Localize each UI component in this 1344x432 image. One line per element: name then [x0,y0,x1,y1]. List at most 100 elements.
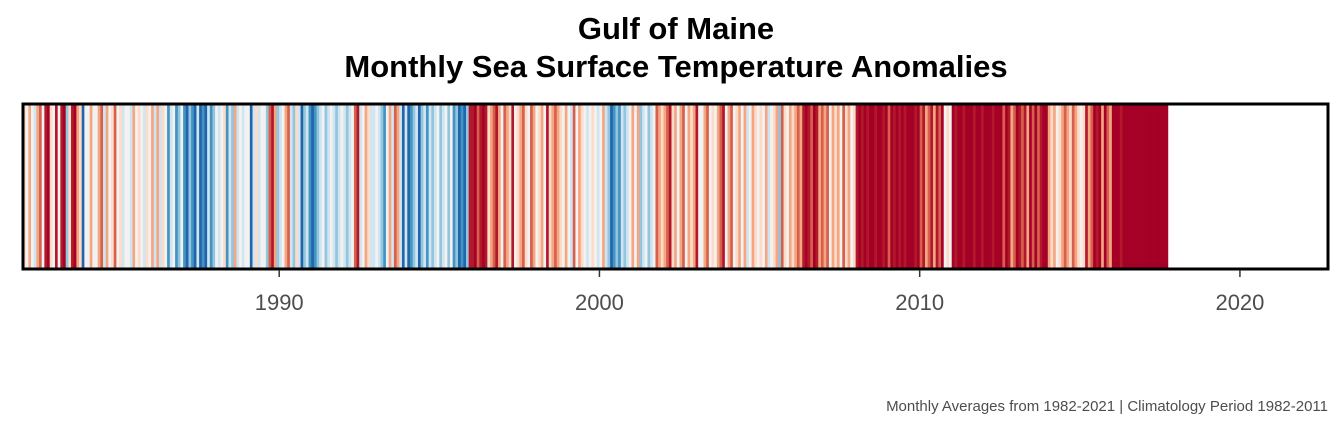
anomaly-stripe [255,104,259,269]
anomaly-stripe [287,104,291,269]
anomaly-stripe [332,104,336,269]
anomaly-stripe [719,104,723,269]
anomaly-stripe [527,104,531,269]
anomaly-stripe [522,104,526,269]
anomaly-stripe [1023,104,1027,269]
anomaly-stripe [71,104,75,269]
anomaly-stripe [975,104,979,269]
anomaly-stripe [884,104,889,269]
anomaly-stripe [722,104,726,269]
anomaly-stripe [583,104,587,269]
anomaly-stripe [511,104,515,269]
anomaly-stripe [319,104,323,269]
anomaly-stripe [292,104,296,269]
anomaly-stripe [660,104,664,269]
anomaly-stripe [415,104,419,269]
anomaly-stripe [596,104,600,269]
anomaly-stripe [1071,104,1075,269]
anomaly-stripe [113,104,117,269]
anomaly-stripe [922,104,926,269]
anomaly-stripe [159,104,163,269]
x-axis: 1990 2000 2010 2020 [255,270,1264,315]
anomaly-stripe [876,104,881,269]
anomaly-stripe [81,104,85,269]
anomaly-stripe [236,104,240,269]
anomaly-stripe [708,104,712,269]
anomaly-stripe [754,104,758,269]
anomaly-stripe [762,104,766,269]
anomaly-stripe [949,104,953,269]
anomaly-stripe [735,104,739,269]
anomaly-stripe [1007,104,1011,269]
anomaly-stripe [300,104,304,269]
anomaly-stripe [903,104,907,269]
anomaly-stripe [1029,104,1033,269]
anomaly-stripe [148,104,152,269]
anomaly-stripe [468,104,472,269]
anomaly-stripe [756,104,760,269]
anomaly-stripe [1050,104,1054,269]
anomaly-stripe [791,104,795,269]
anomaly-stripe [1154,104,1158,269]
anomaly-stripe [970,104,974,269]
anomaly-stripe [68,104,72,269]
anomaly-stripe [39,104,43,269]
anomaly-stripe [220,104,224,269]
anomaly-stripe [1157,104,1161,269]
anomaly-stripe [466,104,470,269]
anomaly-stripe [1130,104,1134,269]
anomaly-stripe [132,104,136,269]
anomaly-stripe [1103,104,1107,269]
anomaly-stripe [794,104,798,269]
anomaly-stripe [564,104,568,269]
x-tick-label: 2010 [895,290,944,315]
anomaly-stripe [428,104,432,269]
anomaly-stripe [1149,104,1153,269]
anomaly-stripe [695,104,699,269]
anomaly-stripe [911,104,915,269]
anomaly-stripe [385,104,389,269]
anomaly-stripe [188,104,192,269]
anomaly-stripe [316,104,320,269]
anomaly-stripe [57,104,61,269]
anomaly-stripe [1119,104,1123,269]
anomaly-stripe [917,104,921,269]
anomaly-stripe [554,104,558,269]
anomaly-stripe [1095,104,1099,269]
anomaly-stripe [271,104,275,269]
anomaly-stripe [818,104,822,269]
anomaly-stripe [999,104,1003,269]
anomaly-stripe [548,104,552,269]
anomaly-stripe [137,104,141,269]
anomaly-stripe [164,104,168,269]
anomaly-stripe [201,104,205,269]
chart-subtitle: Monthly Sea Surface Temperature Anomalie… [344,49,1008,84]
anomaly-stripe [1031,104,1035,269]
anomaly-stripe [263,104,267,269]
anomaly-stripe [572,104,576,269]
anomaly-stripe [87,104,91,269]
anomaly-stripe [650,104,654,269]
anomaly-stripe [1165,104,1169,269]
anomaly-stripe [52,104,56,269]
anomaly-stripe [313,104,317,269]
anomaly-stripe [135,104,139,269]
anomaly-stripe [460,104,464,269]
x-tick-label: 1990 [255,290,304,315]
anomaly-stripe [380,104,384,269]
anomaly-stripe [692,104,696,269]
anomaly-stripe [652,104,656,269]
anomaly-stripe [687,104,691,269]
anomaly-stripe [25,104,29,269]
anomaly-stripe [1111,104,1115,269]
anomaly-stripe [252,104,256,269]
anomaly-stripe [337,104,341,269]
anomaly-stripe [327,104,331,269]
anomaly-stripe [1106,104,1110,269]
anomaly-stripe [1042,104,1046,269]
anomaly-stripe [967,104,971,269]
anomaly-stripe [607,104,611,269]
anomaly-stripe [329,104,333,269]
anomaly-stripe [983,104,987,269]
anomaly-stripe [185,104,189,269]
